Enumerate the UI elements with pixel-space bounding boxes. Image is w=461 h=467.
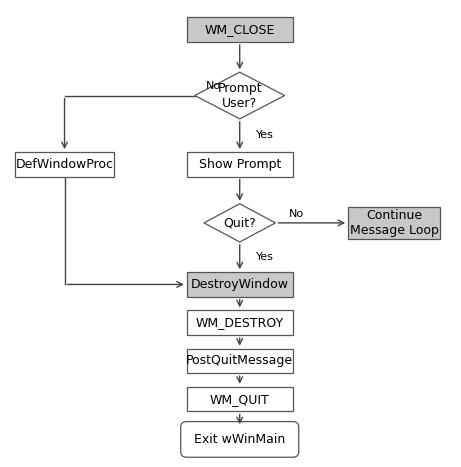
FancyBboxPatch shape [15, 152, 114, 177]
Text: DestroyWindow: DestroyWindow [191, 278, 289, 291]
FancyBboxPatch shape [187, 348, 293, 373]
Polygon shape [195, 72, 285, 119]
Text: Quit?: Quit? [223, 216, 256, 229]
Text: Continue
Message Loop: Continue Message Loop [350, 209, 438, 237]
Text: WM_QUIT: WM_QUIT [210, 393, 270, 405]
Text: WM_CLOSE: WM_CLOSE [205, 23, 275, 36]
Text: Yes: Yes [256, 130, 274, 141]
Polygon shape [204, 204, 276, 242]
FancyBboxPatch shape [187, 272, 293, 297]
Text: DefWindowProc: DefWindowProc [16, 158, 113, 171]
FancyBboxPatch shape [181, 422, 299, 457]
FancyBboxPatch shape [187, 17, 293, 42]
Text: No: No [289, 209, 304, 219]
FancyBboxPatch shape [187, 152, 293, 177]
Text: PostQuitMessage: PostQuitMessage [186, 354, 293, 368]
FancyBboxPatch shape [187, 311, 293, 335]
Text: No: No [206, 81, 221, 91]
Text: WM_DESTROY: WM_DESTROY [195, 316, 284, 329]
FancyBboxPatch shape [348, 207, 440, 239]
Text: Prompt
User?: Prompt User? [218, 82, 262, 110]
Text: Exit wWinMain: Exit wWinMain [194, 433, 285, 446]
FancyBboxPatch shape [187, 387, 293, 411]
Text: Yes: Yes [256, 252, 274, 262]
Text: Show Prompt: Show Prompt [199, 158, 281, 171]
